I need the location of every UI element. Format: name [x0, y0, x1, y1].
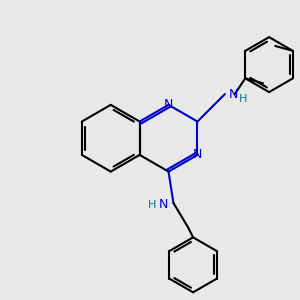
Text: H: H	[148, 200, 156, 210]
Text: N: N	[164, 98, 173, 111]
Text: H: H	[239, 94, 247, 104]
Text: N: N	[193, 148, 202, 161]
Text: N: N	[229, 88, 238, 100]
Text: N: N	[159, 199, 168, 212]
